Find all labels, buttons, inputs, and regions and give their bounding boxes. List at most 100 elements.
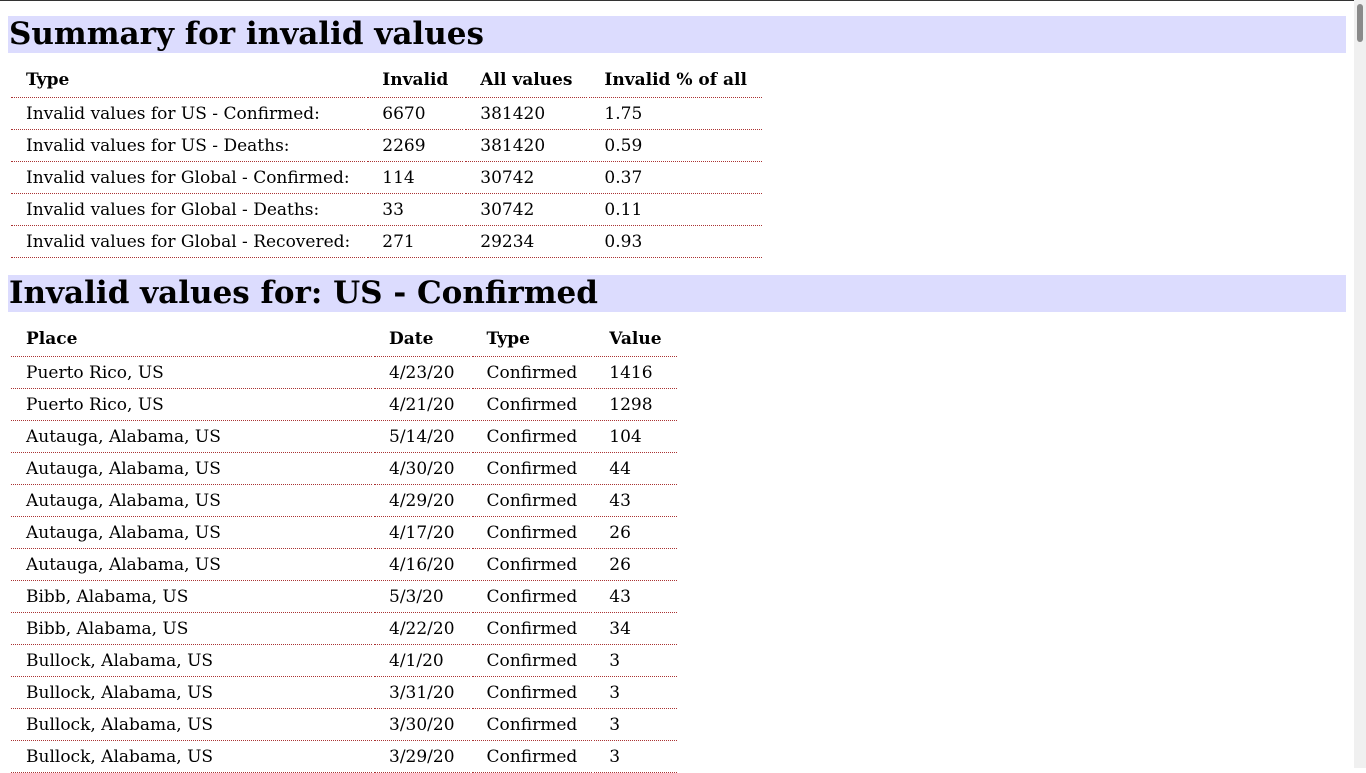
table-row: Autauga, Alabama, US 4/30/20 Confirmed 4…	[11, 453, 677, 485]
cell-value: 3	[594, 741, 677, 773]
cell-type: Confirmed	[471, 453, 593, 485]
cell-all-values: 30742	[465, 194, 588, 226]
window-top-border	[0, 0, 1366, 1]
summary-heading: Summary for invalid values	[8, 16, 1346, 53]
vertical-scrollbar[interactable]	[1354, 0, 1366, 768]
cell-date: 3/29/20	[374, 741, 470, 773]
table-row: Autauga, Alabama, US 4/29/20 Confirmed 4…	[11, 485, 677, 517]
cell-place: Autauga, Alabama, US	[11, 453, 372, 485]
cell-date: 4/22/20	[374, 613, 470, 645]
cell-value: 26	[594, 549, 677, 581]
cell-type: Confirmed	[471, 581, 593, 613]
cell-value: 1298	[594, 389, 677, 421]
summary-table: Type Invalid All values Invalid % of all…	[9, 60, 764, 258]
table-row: Puerto Rico, US 4/23/20 Confirmed 1416	[11, 357, 677, 389]
cell-date: 4/17/20	[374, 517, 470, 549]
cell-value: 34	[594, 613, 677, 645]
cell-date: 4/21/20	[374, 389, 470, 421]
column-header-invalid: Invalid	[367, 60, 464, 98]
table-row: Bibb, Alabama, US 4/22/20 Confirmed 34	[11, 613, 677, 645]
table-row: Bullock, Alabama, US 3/29/20 Confirmed 3	[11, 741, 677, 773]
table-row: Invalid values for Global - Confirmed: 1…	[11, 162, 762, 194]
cell-invalid: 6670	[367, 98, 464, 130]
cell-place: Autauga, Alabama, US	[11, 421, 372, 453]
cell-value: 26	[594, 517, 677, 549]
cell-type: Confirmed	[471, 741, 593, 773]
cell-place: Puerto Rico, US	[11, 357, 372, 389]
table-row: Bullock, Alabama, US 3/31/20 Confirmed 3	[11, 677, 677, 709]
cell-all-values: 30742	[465, 162, 588, 194]
cell-value: 104	[594, 421, 677, 453]
cell-all-values: 381420	[465, 130, 588, 162]
column-header-type: Type	[11, 60, 366, 98]
cell-place: Bullock, Alabama, US	[11, 645, 372, 677]
cell-place: Bullock, Alabama, US	[11, 709, 372, 741]
cell-value: 43	[594, 581, 677, 613]
column-header-type: Type	[471, 319, 593, 357]
cell-value: 3	[594, 645, 677, 677]
cell-type: Confirmed	[471, 613, 593, 645]
cell-invalid: 271	[367, 226, 464, 258]
column-header-date: Date	[374, 319, 470, 357]
cell-type: Confirmed	[471, 389, 593, 421]
column-header-value: Value	[594, 319, 677, 357]
cell-type: Confirmed	[471, 677, 593, 709]
cell-date: 4/30/20	[374, 453, 470, 485]
cell-invalid-percent: 0.59	[589, 130, 762, 162]
cell-invalid-percent: 0.11	[589, 194, 762, 226]
table-row: Bullock, Alabama, US 4/1/20 Confirmed 3	[11, 645, 677, 677]
cell-invalid: 2269	[367, 130, 464, 162]
table-row: Invalid values for US - Deaths: 2269 381…	[11, 130, 762, 162]
cell-date: 4/16/20	[374, 549, 470, 581]
cell-place: Bullock, Alabama, US	[11, 741, 372, 773]
cell-place: Autauga, Alabama, US	[11, 485, 372, 517]
cell-place: Bullock, Alabama, US	[11, 677, 372, 709]
cell-date: 5/3/20	[374, 581, 470, 613]
cell-type: Invalid values for US - Deaths:	[11, 130, 366, 162]
table-row: Bullock, Alabama, US 3/30/20 Confirmed 3	[11, 709, 677, 741]
cell-place: Autauga, Alabama, US	[11, 517, 372, 549]
cell-value: 44	[594, 453, 677, 485]
cell-type: Confirmed	[471, 709, 593, 741]
table-row: Invalid values for Global - Recovered: 2…	[11, 226, 762, 258]
table-row: Puerto Rico, US 4/21/20 Confirmed 1298	[11, 389, 677, 421]
cell-date: 3/31/20	[374, 677, 470, 709]
cell-place: Bibb, Alabama, US	[11, 613, 372, 645]
table-row: Invalid values for US - Confirmed: 6670 …	[11, 98, 762, 130]
column-header-invalid-percent: Invalid % of all	[589, 60, 762, 98]
cell-all-values: 29234	[465, 226, 588, 258]
cell-invalid-percent: 0.93	[589, 226, 762, 258]
us-confirmed-header-row: Place Date Type Value	[11, 319, 677, 357]
cell-type: Invalid values for Global - Recovered:	[11, 226, 366, 258]
cell-invalid: 33	[367, 194, 464, 226]
cell-place: Autauga, Alabama, US	[11, 549, 372, 581]
cell-type: Confirmed	[471, 517, 593, 549]
cell-place: Bibb, Alabama, US	[11, 581, 372, 613]
table-row: Autauga, Alabama, US 4/16/20 Confirmed 2…	[11, 549, 677, 581]
cell-type: Confirmed	[471, 485, 593, 517]
table-row: Bibb, Alabama, US 5/3/20 Confirmed 43	[11, 581, 677, 613]
page-content: Summary for invalid values Type Invalid …	[8, 16, 1346, 773]
us-confirmed-heading: Invalid values for: US - Confirmed	[8, 275, 1346, 312]
table-row: Autauga, Alabama, US 5/14/20 Confirmed 1…	[11, 421, 677, 453]
cell-type: Confirmed	[471, 357, 593, 389]
column-header-all-values: All values	[465, 60, 588, 98]
cell-value: 43	[594, 485, 677, 517]
cell-value: 1416	[594, 357, 677, 389]
cell-date: 4/1/20	[374, 645, 470, 677]
cell-invalid: 114	[367, 162, 464, 194]
cell-type: Confirmed	[471, 421, 593, 453]
cell-invalid-percent: 1.75	[589, 98, 762, 130]
column-header-place: Place	[11, 319, 372, 357]
cell-place: Puerto Rico, US	[11, 389, 372, 421]
cell-date: 4/29/20	[374, 485, 470, 517]
cell-invalid-percent: 0.37	[589, 162, 762, 194]
cell-value: 3	[594, 709, 677, 741]
table-row: Autauga, Alabama, US 4/17/20 Confirmed 2…	[11, 517, 677, 549]
cell-type: Confirmed	[471, 549, 593, 581]
cell-date: 4/23/20	[374, 357, 470, 389]
scrollbar-thumb[interactable]	[1357, 4, 1363, 42]
cell-type: Invalid values for Global - Confirmed:	[11, 162, 366, 194]
cell-type: Invalid values for Global - Deaths:	[11, 194, 366, 226]
cell-type: Invalid values for US - Confirmed:	[11, 98, 366, 130]
